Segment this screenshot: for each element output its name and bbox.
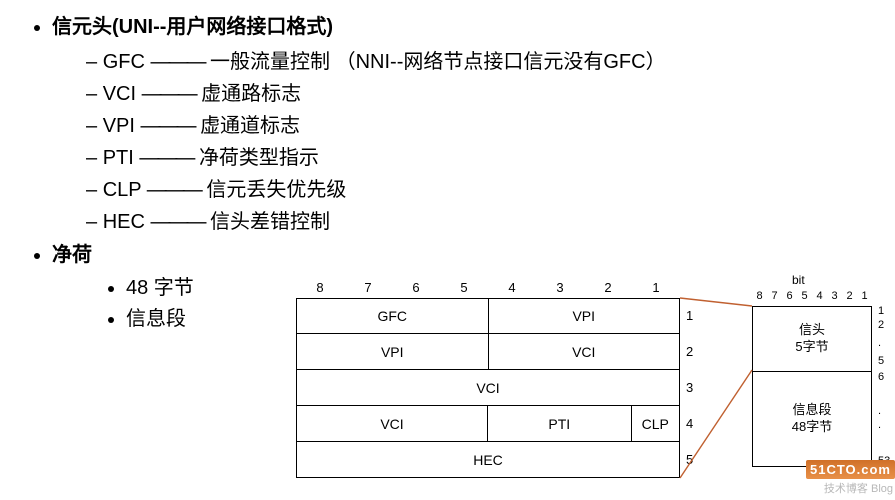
right-box-line2: 48字节 [792, 419, 832, 436]
right-box: 信头5字节 [752, 306, 872, 372]
col-label: 3 [536, 280, 584, 295]
col-label: 7 [344, 280, 392, 295]
field-desc: 信元丢失优先级 [206, 179, 346, 201]
dash-icon: ——— [150, 211, 204, 233]
row-label: 4 [686, 406, 693, 442]
row-mark: . [878, 420, 881, 431]
right-box-line2: 5字节 [795, 339, 828, 356]
field-desc: 信头差错控制 [210, 211, 330, 233]
row-mark: 6 [878, 372, 884, 383]
right-table: 信头5字节信息段48字节 [752, 306, 872, 467]
left-table-column-labels: 87654321 [296, 280, 680, 295]
field-item: PTI ——— 净荷类型指示 [86, 141, 875, 170]
row-mark: 1 [878, 306, 884, 317]
table-row: VCIPTICLP [296, 406, 680, 442]
dash-icon: ——— [139, 147, 193, 169]
col-label: 8 [296, 280, 344, 295]
col-label: 6 [782, 290, 797, 302]
right-box-line1: 信头 [799, 322, 825, 339]
col-label: 4 [488, 280, 536, 295]
field-item: GFC ——— 一般流量控制 （NNI--网络节点接口信元没有GFC） [86, 45, 875, 74]
right-box: 信息段48字节 [752, 372, 872, 467]
field-abbr: VCI [103, 83, 136, 105]
col-label: 1 [632, 280, 680, 295]
dash-icon: ——— [147, 179, 201, 201]
table-cell: CLP [632, 406, 681, 442]
col-label: 5 [440, 280, 488, 295]
row-label: 3 [686, 370, 693, 406]
row-label: 2 [686, 334, 693, 370]
bit-label: bit [792, 273, 805, 287]
header1-text: 信元头(UNI--用户网络接口格式) [52, 16, 333, 38]
field-item: VCI ——— 虚通路标志 [86, 77, 875, 106]
header-cellheader: 信元头(UNI--用户网络接口格式) GFC ——— 一般流量控制 （NNI--… [52, 10, 875, 234]
field-abbr: HEC [103, 211, 145, 233]
fields-list: GFC ——— 一般流量控制 （NNI--网络节点接口信元没有GFC） VCI —… [52, 45, 875, 234]
dash-icon: ——— [141, 115, 195, 137]
row-label: 1 [686, 298, 693, 334]
right-box-line1: 信息段 [792, 402, 831, 419]
field-abbr: PTI [103, 147, 134, 169]
left-table-row-labels: 12345 [686, 298, 693, 478]
field-abbr: VPI [103, 115, 135, 137]
dash-icon: ——— [150, 51, 204, 73]
table-cell: PTI [488, 406, 632, 442]
col-label: 7 [767, 290, 782, 302]
row-mark: . [878, 338, 881, 349]
table-cell: VCI [297, 370, 680, 406]
table-cell: HEC [297, 442, 680, 478]
table-row: VPIVCI [296, 334, 680, 370]
col-label: 6 [392, 280, 440, 295]
right-table-column-labels: 87654321 [752, 290, 872, 302]
field-desc: 虚通道标志 [200, 115, 300, 137]
field-desc: 一般流量控制 （NNI--网络节点接口信元没有GFC） [210, 51, 666, 73]
field-desc: 虚通路标志 [201, 83, 301, 105]
col-label: 1 [857, 290, 872, 302]
field-item: CLP ——— 信元丢失优先级 [86, 173, 875, 202]
field-item: HEC ——— 信头差错控制 [86, 205, 875, 234]
left-table: GFCVPIVPIVCIVCIVCIPTICLPHEC [296, 298, 680, 478]
watermark: 51CTO.com 技术博客 Blog [775, 460, 895, 500]
row-label: 5 [686, 442, 693, 478]
table-cell: VPI [489, 298, 681, 334]
row-mark: 5 [878, 356, 884, 367]
table-row: HEC [296, 442, 680, 478]
table-cell: VCI [297, 406, 488, 442]
field-item: VPI ——— 虚通道标志 [86, 109, 875, 138]
row-mark: 2 [878, 320, 884, 331]
table-row: GFCVPI [296, 298, 680, 334]
table-row: VCI [296, 370, 680, 406]
field-abbr: CLP [103, 179, 142, 201]
header2-text: 净荷 [52, 244, 92, 266]
table-cell: VPI [297, 334, 489, 370]
col-label: 5 [797, 290, 812, 302]
col-label: 4 [812, 290, 827, 302]
table-cell: VCI [489, 334, 681, 370]
col-label: 3 [827, 290, 842, 302]
col-label: 2 [584, 280, 632, 295]
watermark-line1: 51CTO.com [806, 460, 895, 479]
col-label: 8 [752, 290, 767, 302]
watermark-line2: 技术博客 Blog [775, 480, 895, 496]
dash-icon: ——— [142, 83, 196, 105]
table-cell: GFC [297, 298, 489, 334]
field-abbr: GFC [103, 51, 145, 73]
field-desc: 净荷类型指示 [199, 147, 319, 169]
col-label: 2 [842, 290, 857, 302]
row-mark: . [878, 406, 881, 417]
